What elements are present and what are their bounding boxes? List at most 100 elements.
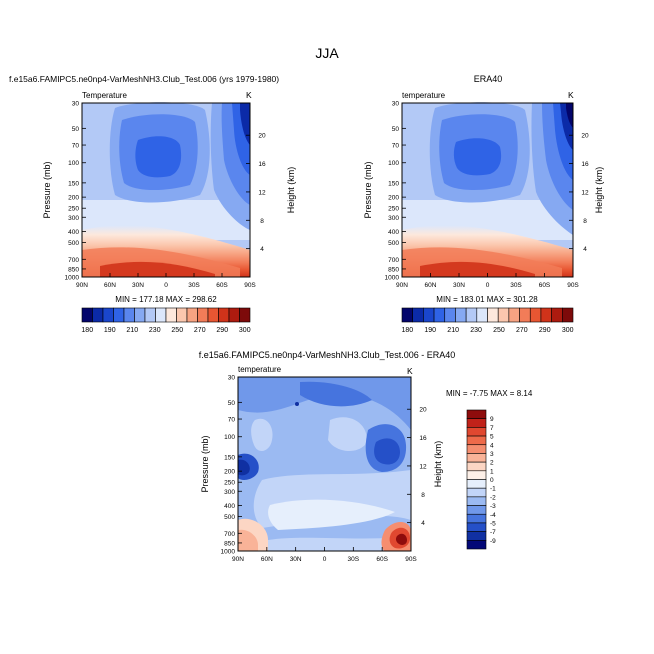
panel-difference-colorbar-box (466, 461, 487, 472)
panel-difference-colorbar-label: 2 (490, 460, 494, 467)
panel-era40-height-tick-label: 16 (581, 161, 589, 168)
figure-title: JJA (315, 45, 339, 61)
panel-difference-colorbar-label: 0 (490, 477, 494, 484)
panel-difference-left-string: temperature (238, 365, 282, 374)
panel-model-min-max: MIN = 177.18 MAX = 298.62 (115, 295, 217, 304)
panel-model-colorbar-box (197, 307, 209, 323)
panel-era40-colorbar-box (540, 307, 552, 323)
panel-era40-colorbar-label: 300 (562, 327, 574, 334)
panel-difference-ytick-label: 1000 (221, 549, 236, 556)
panel-model-colorbar-box (123, 307, 135, 323)
panel-model-xtick-label: 90N (76, 282, 88, 289)
panel-model-ytick-label: 150 (68, 180, 79, 187)
panel-difference-ytick-label: 200 (224, 469, 235, 476)
panel-model-height-tick-label: 16 (258, 161, 266, 168)
panel-era40-colorbar-label: 180 (402, 327, 414, 334)
panel-model-left-string: Temperature (82, 91, 127, 100)
panel-difference-xtick-label: 90N (232, 556, 244, 563)
panel-difference-xtick-label: 30S (348, 556, 360, 563)
panel-era40-ytick-label: 250 (388, 206, 399, 213)
panel-difference-colorbar-label: 3 (490, 451, 494, 458)
panel-model-colorbar-box (81, 307, 93, 323)
panel-difference-height-tick-label: 20 (419, 407, 427, 414)
panel-difference-ytick-label: 300 (224, 489, 235, 496)
panel-model-ylabel: Pressure (mb) (42, 161, 52, 218)
panel-model-ytick-label: 30 (72, 101, 80, 108)
panel-era40-height-tick-label: 8 (583, 218, 587, 225)
panel-difference-ytick-label: 700 (224, 531, 235, 538)
panel-era40-ytick-label: 700 (388, 257, 399, 264)
panel-era40-height-tick-label: 4 (583, 246, 587, 253)
panel-era40-ytick-label: 300 (388, 215, 399, 222)
panel-model-colorbar-box (113, 307, 125, 323)
panel-difference-colorbar-label: -2 (490, 494, 496, 501)
panel-difference-height-tick-label: 4 (421, 520, 425, 527)
panel-model-ytick-label: 400 (68, 229, 79, 236)
panel-difference-colorbar-label: -9 (490, 538, 496, 545)
panel-era40-ytick-label: 500 (388, 240, 399, 247)
panel-model-ytick-label: 50 (72, 126, 80, 133)
panel-era40-colorbar-box (465, 307, 478, 323)
panel-difference-ytick-label: 30 (228, 375, 236, 382)
panel-difference-ytick-label: 50 (228, 400, 236, 407)
panel-model-colorbar-label: 300 (239, 327, 251, 334)
panel-model-colorbar-label: 210 (126, 327, 138, 334)
panel-difference-plot-area (237, 376, 412, 552)
panel-model-ytick-label: 1000 (65, 275, 80, 282)
panel-model-height-tick-label: 8 (260, 218, 264, 225)
panel-era40-colorbar-box (401, 307, 413, 323)
panel-difference-height-tick-label: 12 (419, 463, 427, 470)
panel-model-colorbar-box (176, 307, 188, 323)
panel-era40-xtick-label: 60N (425, 282, 437, 289)
panel-difference-colorbar-label: -7 (490, 529, 496, 536)
panel-era40-colorbar-label: 210 (447, 327, 459, 334)
panel-difference-colorbar-box (466, 540, 487, 550)
panel-model-xtick-label: 30S (188, 282, 200, 289)
panel-era40-right-axis-label: Height (km) (594, 167, 604, 214)
panel-difference-ytick-label: 100 (224, 434, 235, 441)
panel-model-colorbar-box (186, 307, 198, 323)
panel-era40-ytick-label: 30 (392, 101, 400, 108)
panel-difference-colorbar-box (466, 479, 487, 489)
panel-era40-colorbar-box (508, 307, 520, 323)
panel-difference-title: f.e15a6.FAMIPC5.ne0np4-VarMeshNH3.Club_T… (199, 350, 455, 360)
panel-difference-ytick-label: 500 (224, 514, 235, 521)
panel-era40-title: ERA40 (474, 74, 503, 84)
panel-model-xtick-label: 30N (132, 282, 144, 289)
panel-difference-colorbar-box (466, 427, 487, 437)
panel-era40-colorbar-box (497, 307, 510, 323)
panel-model-ytick-label: 850 (68, 266, 79, 273)
panel-difference-colorbar-label: -3 (490, 503, 496, 510)
panel-model-colorbar-box (165, 307, 177, 323)
panel-era40-left-string: temperature (402, 91, 446, 100)
panel-era40-colorbar-label: 290 (539, 327, 551, 334)
panel-difference-colorbar-box (466, 435, 487, 446)
panel-model-xtick-label: 60S (216, 282, 228, 289)
panel-model-xtick-label: 0 (164, 282, 168, 289)
panel-model-ytick-label: 100 (68, 160, 79, 167)
panel-model-right-axis-label: Height (km) (286, 167, 296, 214)
panel-model-colorbar-box (218, 307, 230, 323)
panel-difference-colorbar-label: 1 (490, 468, 494, 475)
panel-era40-ytick-label: 70 (392, 143, 400, 150)
panel-model-colorbar-box (102, 307, 114, 323)
panel-model-ytick-label: 70 (72, 143, 80, 150)
panel-model-xtick-label: 60N (104, 282, 116, 289)
panel-model-colorbar-label: 230 (149, 327, 161, 334)
panel-era40-colorbar-box (412, 307, 424, 323)
panel-era40-ytick-label: 400 (388, 229, 399, 236)
panel-era40-xtick-label: 90S (567, 282, 579, 289)
panel-difference-colorbar-label: -1 (490, 486, 496, 493)
panel-era40-colorbar-box (444, 307, 456, 323)
panel-difference-colorbar-box (466, 496, 487, 506)
panel-model-colorbar-box (144, 307, 156, 323)
panel-era40-colorbar-box (529, 307, 542, 323)
panel-difference-ylabel: Pressure (mb) (200, 435, 210, 492)
panel-era40-colorbar-box (487, 307, 499, 323)
panel-era40-colorbar-box (423, 307, 435, 323)
panel-model-ytick-label: 200 (68, 195, 79, 202)
panel-difference-ytick-label: 150 (224, 454, 235, 461)
panel-era40-xtick-label: 90N (396, 282, 408, 289)
panel-difference-xtick-label: 90S (405, 556, 417, 563)
